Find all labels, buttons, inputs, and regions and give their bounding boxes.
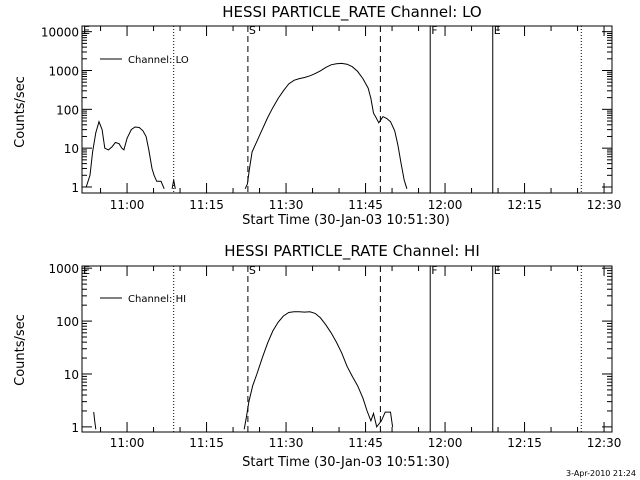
y-tick-label: 1000 xyxy=(48,65,79,79)
marker-label-E-start: E xyxy=(83,264,90,277)
marker-label-F: F xyxy=(431,24,437,37)
plot-frame xyxy=(81,265,613,433)
panel-lo: 1 10 100 1000 10000 11:00 11:15 11:30 11:45 12:00… xyxy=(41,24,622,212)
legend-label-hi: Channel: HI xyxy=(128,294,186,305)
x-tick-label: 12:30 xyxy=(587,198,622,212)
series-line-segment xyxy=(171,180,176,189)
plot-frame xyxy=(81,25,613,194)
x-tick-label: 11:15 xyxy=(189,436,224,450)
chart-title-hi: HESSI PARTICLE_RATE Channel: HI xyxy=(224,242,480,261)
x-tick-label: 12:00 xyxy=(428,198,463,212)
panel-hi: 1 10 100 1000 11:00 11:15 11:30 11:45 12:00 12:15… xyxy=(48,262,621,450)
y-axis-label-hi: Counts/sec xyxy=(13,314,28,386)
marker-label-F: F xyxy=(431,264,437,277)
x-axis-label-lo: Start Time (30-Jan-03 10:51:30) xyxy=(242,213,450,228)
x-tick-label: 12:30 xyxy=(587,436,622,450)
timestamp: 3-Apr-2010 21:24 xyxy=(566,469,636,478)
y-tick-label: 1 xyxy=(71,421,79,435)
x-tick-label: 11:00 xyxy=(110,198,145,212)
series-line-segment xyxy=(85,120,165,189)
marker-label-S: S xyxy=(249,24,256,37)
x-tick-label: 11:45 xyxy=(348,436,383,450)
x-tick-label: 11:30 xyxy=(269,436,304,450)
marker-label-S: S xyxy=(249,264,256,277)
y-tick-label: 10000 xyxy=(41,26,79,40)
x-tick-label: 12:15 xyxy=(507,198,542,212)
y-tick-label: 1000 xyxy=(48,262,79,276)
y-tick-label: 100 xyxy=(56,315,79,329)
series-line-segment xyxy=(244,62,408,190)
y-tick-label: 10 xyxy=(64,142,79,156)
marker-label-E-start: E xyxy=(83,24,90,37)
x-tick-label: 11:00 xyxy=(110,436,145,450)
y-tick-label: 100 xyxy=(56,103,79,117)
x-tick-label: 12:00 xyxy=(428,436,463,450)
y-axis-label-lo: Counts/sec xyxy=(13,76,28,148)
x-tick-label: 11:30 xyxy=(269,198,304,212)
x-tick-label: 12:15 xyxy=(507,436,542,450)
chart-title-lo: HESSI PARTICLE_RATE Channel: LO xyxy=(222,3,481,22)
legend-label-lo: Channel: LO xyxy=(128,55,189,66)
x-tick-label: 11:45 xyxy=(348,198,383,212)
y-tick-label: 10 xyxy=(64,368,79,382)
series-line-segment xyxy=(93,412,97,430)
series-line-segment xyxy=(243,311,394,430)
y-tick-label: 1 xyxy=(71,181,79,195)
marker-label-E: E xyxy=(494,24,501,37)
x-tick-label: 11:15 xyxy=(189,198,224,212)
x-axis-label-hi: Start Time (30-Jan-03 10:51:30) xyxy=(242,455,450,470)
marker-label-E: E xyxy=(494,264,501,277)
